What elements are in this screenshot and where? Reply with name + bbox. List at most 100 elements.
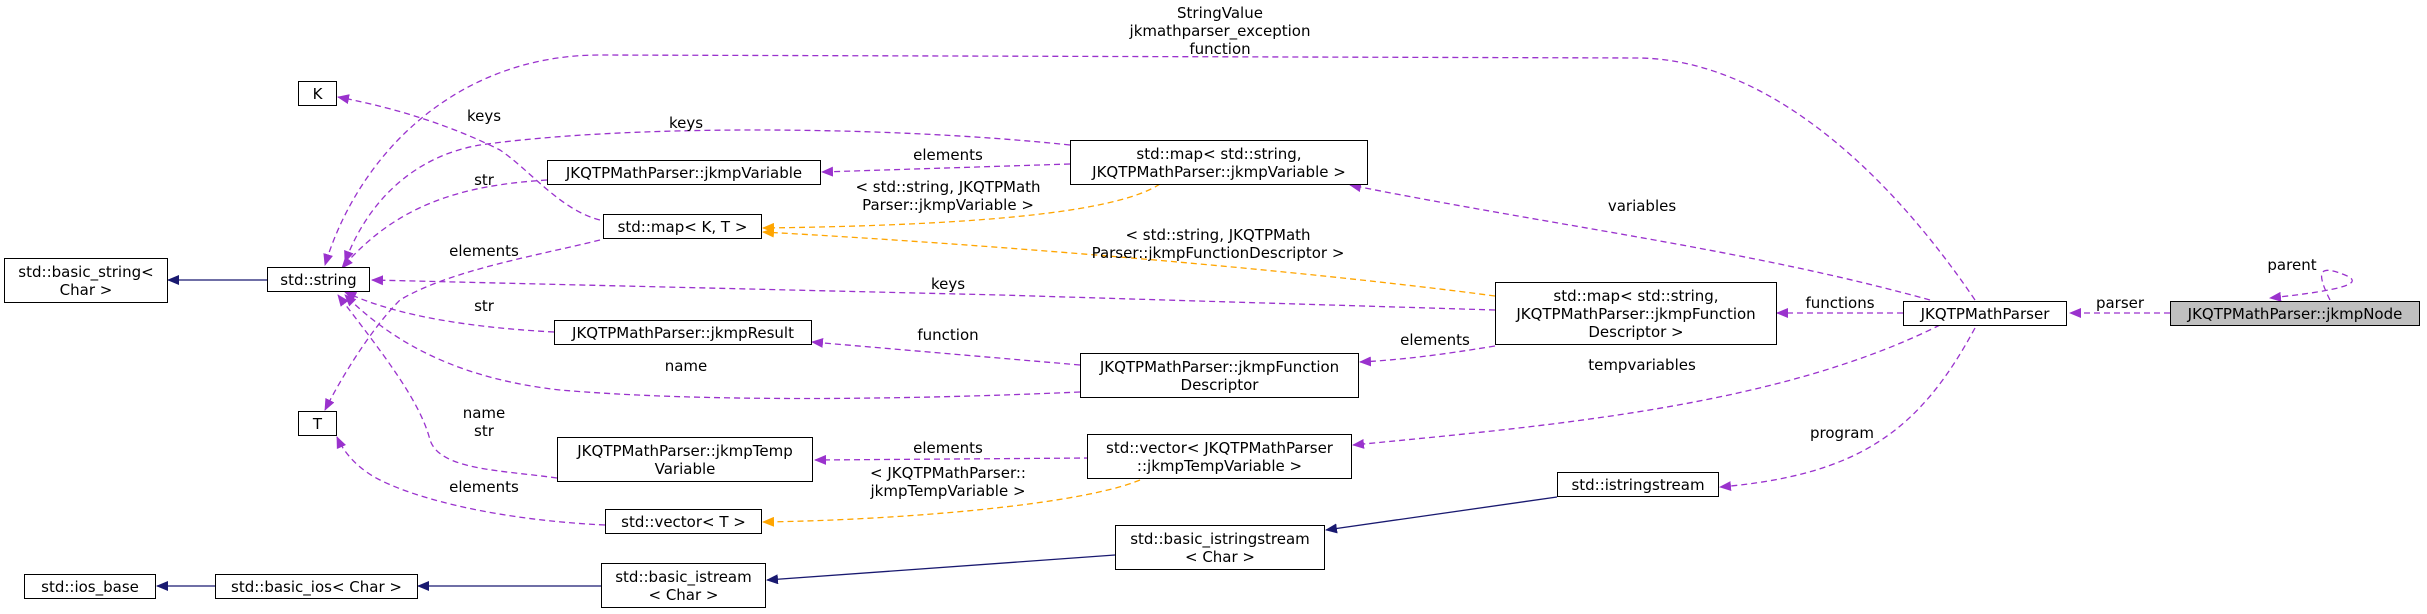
node-std-string[interactable]: std::string: [267, 267, 370, 292]
label-template-mapvar-line2: Parser::jkmpVariable >: [862, 196, 1034, 214]
label-template-mapvar-line1: < std::string, JKQTPMath: [855, 178, 1041, 196]
node-vector-temp-line1: std::vector< JKQTPMathParser: [1106, 438, 1333, 457]
node-jkmpvariable[interactable]: JKQTPMathParser::jkmpVariable: [547, 160, 821, 185]
node-jkmpnode[interactable]: JKQTPMathParser::jkmpNode: [2170, 301, 2420, 326]
label-template-mapfunc: < std::string, JKQTPMath Parser::jkmpFun…: [1092, 226, 1345, 262]
label-string-top: StringValue jkmathparser_exception funct…: [1130, 4, 1311, 58]
node-basic-ios-label: std::basic_ios< Char >: [231, 577, 402, 596]
edge-template-mapfunc: [762, 227, 1496, 297]
node-map-variable-line1: std::map< std::string,: [1136, 144, 1302, 163]
label-name-str: name str: [463, 404, 506, 440]
node-basic-istream-line1: std::basic_istream: [615, 567, 752, 586]
node-std-string-label: std::string: [280, 270, 357, 289]
label-name: name: [664, 357, 708, 375]
edge-inherit-basicistringstream: [766, 554, 1116, 585]
node-basic-istringstream[interactable]: std::basic_istringstream < Char >: [1115, 525, 1325, 570]
node-vector-t-label: std::vector< T >: [621, 512, 746, 531]
edge-elements-vectort: [336, 436, 606, 526]
label-keys-func: keys: [930, 275, 966, 293]
edge-name: [344, 294, 1081, 400]
label-elements-vectort: elements: [449, 478, 519, 496]
label-template-mapfunc-line2: Parser::jkmpFunctionDescriptor >: [1091, 244, 1345, 262]
node-basic-string[interactable]: std::basic_string< Char >: [4, 258, 168, 303]
label-str-result: str: [474, 297, 494, 315]
node-map-function-line3: Descriptor >: [1588, 322, 1684, 341]
node-istringstream[interactable]: std::istringstream: [1557, 472, 1719, 497]
node-basic-istringstream-line1: std::basic_istringstream: [1130, 529, 1310, 548]
edge-string-top: [323, 54, 1976, 301]
node-k[interactable]: K: [298, 81, 337, 106]
node-basic-string-line2: Char >: [59, 280, 113, 299]
label-elements-var: elements: [913, 146, 983, 164]
node-jkmpresult-label: JKQTPMathParser::jkmpResult: [572, 323, 794, 342]
label-string-top-line1: StringValue: [1177, 4, 1263, 22]
node-map-function[interactable]: std::map< std::string, JKQTPMathParser::…: [1495, 282, 1777, 345]
node-t-label: T: [312, 414, 323, 433]
edge-inherit-istringstream: [1325, 496, 1558, 534]
node-jkqtpmathparser-label: JKQTPMathParser: [1920, 304, 2050, 323]
edge-parent: [2269, 269, 2353, 302]
node-map-function-line1: std::map< std::string,: [1553, 286, 1719, 305]
node-vector-temp[interactable]: std::vector< JKQTPMathParser ::jkmpTempV…: [1087, 434, 1352, 479]
label-variables: variables: [1607, 197, 1677, 215]
label-string-top-line2: jkmathparser_exception: [1129, 22, 1311, 40]
label-elements-temp: elements: [913, 439, 983, 457]
node-map-function-line2: JKQTPMathParser::jkmpFunction: [1516, 304, 1756, 323]
label-tempvariables: tempvariables: [1588, 356, 1696, 374]
edge-keys-mapkt: [337, 94, 601, 221]
node-map-variable[interactable]: std::map< std::string, JKQTPMathParser::…: [1070, 140, 1368, 185]
node-map-k-t[interactable]: std::map< K, T >: [603, 214, 762, 239]
node-basic-string-line1: std::basic_string<: [18, 262, 154, 281]
node-istringstream-label: std::istringstream: [1571, 475, 1705, 494]
edge-function: [811, 337, 1081, 366]
node-jkmptempvariable-line1: JKQTPMathParser::jkmpTemp: [577, 441, 793, 460]
edge-elements-func: [1359, 345, 1496, 367]
edge-str-var: [341, 179, 548, 269]
label-template-vector-line2: jkmpTempVariable >: [870, 482, 1026, 500]
label-keys-var: keys: [668, 114, 704, 132]
node-jkmpfunctiondescriptor[interactable]: JKQTPMathParser::jkmpFunction Descriptor: [1080, 353, 1359, 398]
edge-elements-temp: [814, 454, 1091, 465]
node-basic-ios[interactable]: std::basic_ios< Char >: [215, 574, 418, 599]
label-name-str-line2: str: [474, 422, 494, 440]
label-parent: parent: [2267, 256, 2317, 274]
node-map-variable-line2: JKQTPMathParser::jkmpVariable >: [1092, 162, 1346, 181]
node-jkmpfunctiondescriptor-line1: JKQTPMathParser::jkmpFunction: [1099, 357, 1340, 376]
node-basic-istream[interactable]: std::basic_istream < Char >: [601, 563, 766, 608]
label-name-str-line1: name: [462, 404, 506, 422]
node-basic-istream-line2: < Char >: [648, 585, 719, 604]
edge-template-vector: [762, 479, 1141, 527]
node-t[interactable]: T: [298, 411, 337, 436]
node-vector-t[interactable]: std::vector< T >: [605, 509, 762, 534]
label-template-mapfunc-line1: < std::string, JKQTPMath: [1125, 226, 1311, 244]
label-elements-func: elements: [1400, 331, 1470, 349]
label-template-mapvar: < std::string, JKQTPMath Parser::jkmpVar…: [855, 178, 1040, 214]
label-parser: parser: [2095, 294, 2145, 312]
edge-keys-var: [344, 129, 1071, 263]
node-basic-istringstream-line2: < Char >: [1184, 547, 1255, 566]
label-functions: functions: [1805, 294, 1875, 312]
node-jkmpresult[interactable]: JKQTPMathParser::jkmpResult: [554, 320, 812, 345]
node-jkqtpmathparser[interactable]: JKQTPMathParser: [1903, 301, 2067, 326]
node-jkmptempvariable-line2: Variable: [654, 459, 716, 478]
node-jkmpnode-label: JKQTPMathParser::jkmpNode: [2187, 304, 2403, 323]
node-ios-base-label: std::ios_base: [41, 577, 139, 596]
node-ios-base[interactable]: std::ios_base: [24, 574, 156, 599]
node-jkmptempvariable[interactable]: JKQTPMathParser::jkmpTemp Variable: [557, 437, 813, 482]
node-jkmpfunctiondescriptor-line2: Descriptor: [1180, 375, 1259, 394]
node-jkmpvariable-label: JKQTPMathParser::jkmpVariable: [565, 163, 803, 182]
label-template-vector: < JKQTPMathParser:: jkmpTempVariable >: [870, 464, 1026, 500]
label-elements-mapkt: elements: [449, 242, 519, 260]
node-k-label: K: [312, 84, 323, 103]
node-vector-temp-line2: ::jkmpTempVariable >: [1136, 456, 1303, 475]
label-keys-mapkt: keys: [466, 107, 502, 125]
label-function: function: [917, 326, 979, 344]
edge-program: [1719, 327, 1976, 492]
edge-str-result: [344, 291, 555, 333]
edge-elements-var: [821, 163, 1071, 177]
edge-tempvariables: [1352, 324, 1941, 449]
label-template-vector-line1: < JKQTPMathParser::: [870, 464, 1026, 482]
edge-elements-mapkt: [324, 239, 601, 411]
